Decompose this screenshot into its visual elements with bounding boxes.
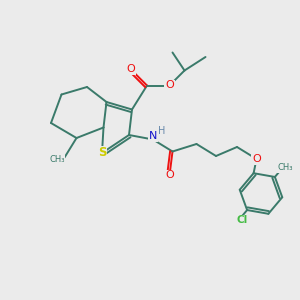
Text: O: O bbox=[126, 64, 135, 74]
Text: N: N bbox=[149, 131, 157, 141]
Text: O: O bbox=[252, 154, 261, 164]
Text: O: O bbox=[165, 80, 174, 91]
Text: CH₃: CH₃ bbox=[49, 154, 65, 164]
Text: S: S bbox=[98, 146, 106, 160]
Text: H: H bbox=[158, 125, 166, 136]
Text: CH₃: CH₃ bbox=[278, 164, 293, 172]
Text: O: O bbox=[165, 170, 174, 181]
Text: Cl: Cl bbox=[236, 215, 248, 225]
